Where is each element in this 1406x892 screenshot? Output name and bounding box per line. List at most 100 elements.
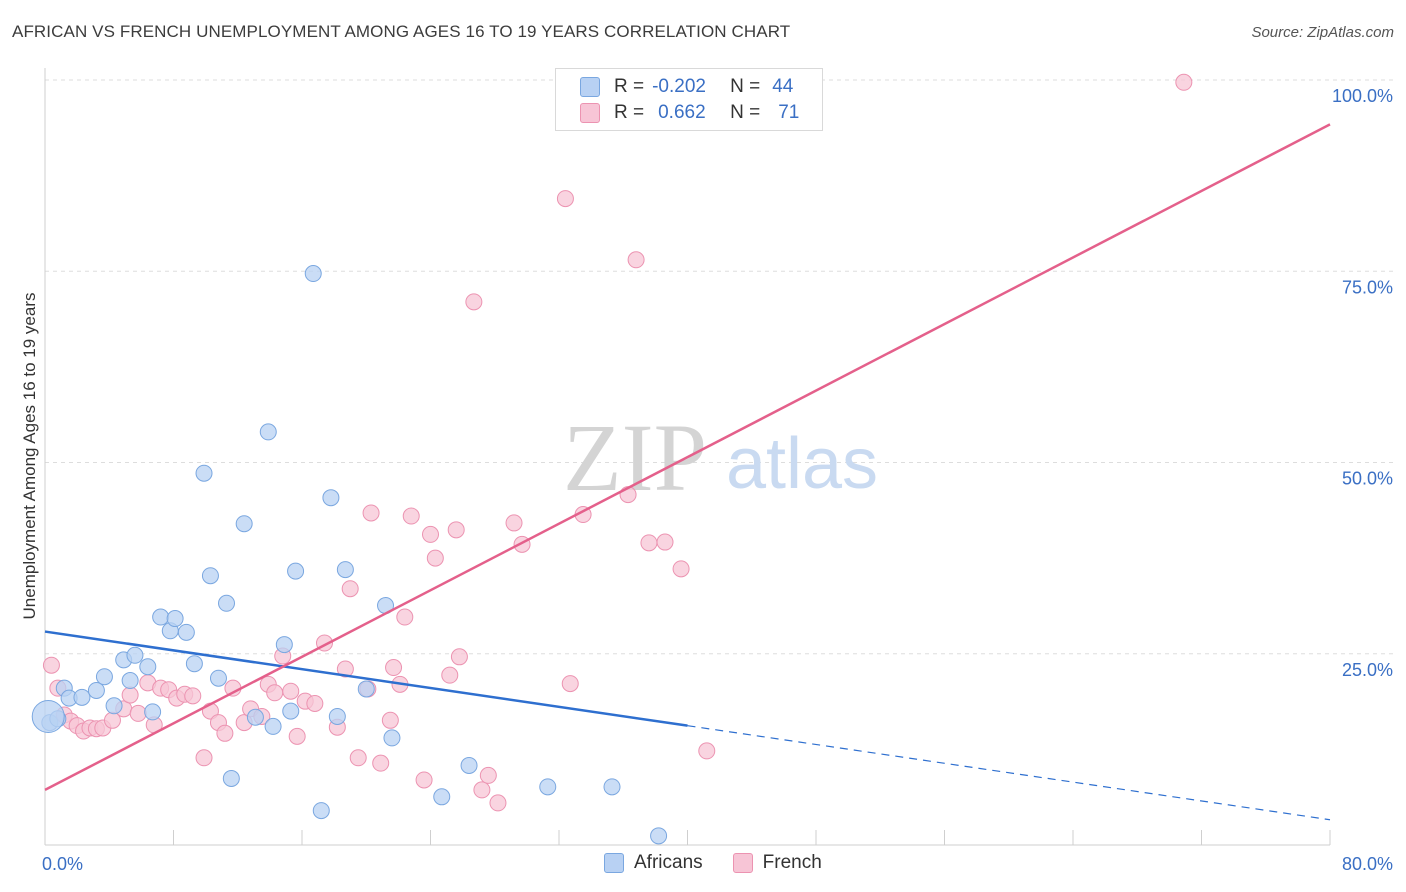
africans-point — [287, 562, 305, 580]
africans-point — [259, 423, 277, 441]
africans-point — [218, 594, 236, 612]
legend-n-label: N = — [730, 76, 761, 97]
legend-n-value: 44 — [772, 76, 794, 97]
africans-point — [246, 708, 264, 726]
french-point — [627, 251, 645, 269]
french-point — [441, 666, 459, 684]
french-point — [473, 781, 491, 799]
y-axis-label: Unemployment Among Ages 16 to 19 years — [20, 292, 39, 620]
french-point — [656, 533, 674, 551]
source-label: Source: ZipAtlas.com — [1251, 24, 1394, 41]
french-point — [42, 656, 60, 674]
legend-item-africans[interactable]: Africans — [604, 852, 703, 874]
french-point — [556, 190, 574, 208]
legend-r-label: R = — [614, 102, 645, 123]
french-point — [450, 648, 468, 666]
french-point — [561, 675, 579, 693]
french-point — [288, 727, 306, 745]
french-point — [672, 560, 690, 578]
french-point — [447, 521, 465, 539]
africans-point — [650, 827, 668, 845]
africans-point — [195, 464, 213, 482]
french-point — [121, 686, 139, 704]
french-point — [426, 549, 444, 567]
legend-r-value: 0.662 — [658, 102, 706, 123]
french-point — [1175, 73, 1193, 91]
french-point — [195, 749, 213, 767]
africans-point — [144, 703, 162, 721]
french-point — [282, 682, 300, 700]
africans-swatch — [580, 77, 600, 97]
africans-swatch — [604, 853, 624, 873]
french-point — [184, 687, 202, 705]
y-tick-label: 50.0% — [1342, 469, 1393, 489]
legend-r-value: -0.202 — [652, 76, 706, 97]
africans-point — [328, 707, 346, 725]
africans-point — [433, 788, 451, 806]
africans-point — [304, 265, 322, 283]
africans-point — [235, 515, 253, 533]
africans-point — [275, 636, 293, 654]
french-point — [396, 608, 414, 626]
french-point — [422, 525, 439, 543]
africans-point — [312, 802, 330, 820]
africans-point — [139, 658, 157, 676]
french-point — [216, 724, 234, 742]
africans-point — [73, 688, 91, 706]
legend-french-label: French — [762, 852, 822, 873]
africans-point — [126, 646, 144, 664]
gridlines — [45, 79, 1395, 655]
chart-title: AFRICAN VS FRENCH UNEMPLOYMENT AMONG AGE… — [12, 22, 791, 41]
africans-point — [201, 567, 219, 585]
africans-point — [105, 697, 123, 715]
french-point — [349, 749, 367, 767]
africans-point — [603, 778, 621, 796]
watermark-atlas: atlas — [726, 424, 878, 504]
french-point — [362, 504, 380, 522]
correlation-legend: R = -0.202 N = 44 R = 0.662 N = 71 — [555, 68, 823, 131]
french-trendline — [44, 123, 1331, 792]
series-legend: Africans French — [604, 852, 852, 874]
french-point — [381, 711, 399, 729]
africans-point — [209, 669, 227, 687]
french-point — [385, 659, 403, 677]
y-tick-label: 25.0% — [1342, 660, 1393, 680]
y-tick-label: 75.0% — [1342, 277, 1393, 297]
legend-row-africans: R = -0.202 N = 44 — [580, 75, 793, 99]
french-point — [465, 293, 483, 311]
french-point — [640, 534, 658, 552]
legend-item-french[interactable]: French — [732, 852, 822, 874]
y-tick-label: 100.0% — [1332, 86, 1393, 106]
french-point — [306, 694, 324, 712]
legend-n-label: N = — [730, 102, 761, 123]
french-point — [479, 766, 497, 784]
africans-trendline — [44, 630, 688, 727]
africans-point — [539, 778, 557, 796]
x-tick-label: 80.0% — [1342, 854, 1393, 874]
french-point — [698, 742, 716, 760]
legend-n-value: 71 — [778, 102, 800, 123]
africans-point — [222, 769, 240, 787]
french-point — [489, 794, 507, 812]
french-point — [415, 771, 433, 789]
africans-point — [336, 561, 354, 579]
africans-point — [177, 623, 195, 641]
x-tick-label: 0.0% — [42, 854, 83, 874]
legend-row-french: R = 0.662 N = 71 — [580, 101, 799, 125]
legend-africans-label: Africans — [634, 852, 703, 873]
africans-point — [121, 672, 139, 690]
africans-point — [152, 608, 170, 626]
africans-point — [282, 702, 300, 720]
legend-r-label: R = — [614, 76, 645, 97]
french-point — [336, 660, 354, 678]
french-points — [42, 72, 1193, 812]
africans-point — [185, 655, 203, 673]
trendlines — [44, 123, 1331, 821]
tick-labels: 25.0% 50.0% 75.0% 100.0% 0.0% 80.0% — [42, 86, 1393, 874]
french-point — [402, 507, 420, 525]
french-point — [505, 514, 523, 532]
africans-point — [357, 680, 375, 698]
africans-point — [87, 681, 105, 699]
french-point — [266, 684, 284, 702]
